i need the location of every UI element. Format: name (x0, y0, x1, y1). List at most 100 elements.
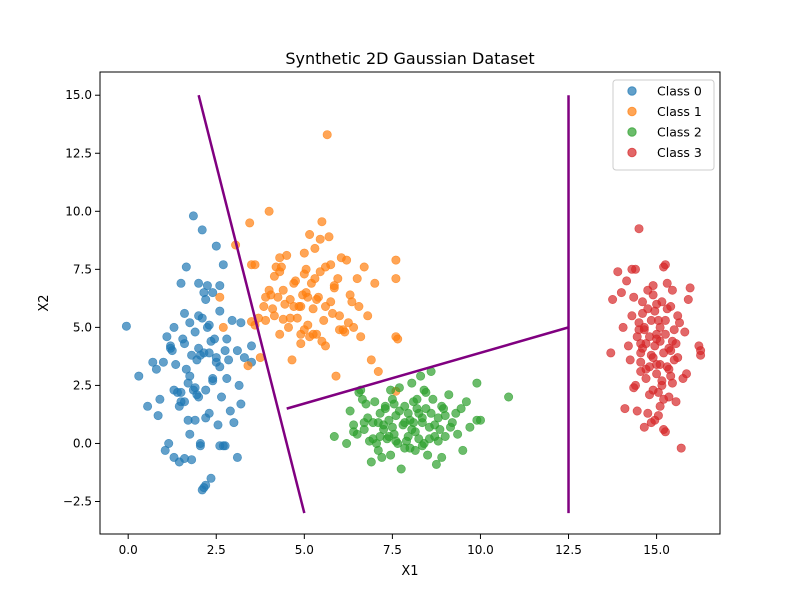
data-point (217, 392, 227, 402)
data-point (308, 329, 318, 339)
data-point (423, 450, 433, 460)
data-point (363, 311, 373, 321)
data-point (410, 445, 420, 455)
data-point (391, 255, 401, 265)
data-point (393, 334, 403, 344)
data-point (299, 248, 309, 258)
data-point (143, 401, 153, 411)
data-point (440, 431, 450, 441)
data-point (164, 438, 174, 448)
data-point (637, 297, 647, 307)
data-point (613, 267, 623, 277)
data-point (359, 418, 369, 428)
data-point (664, 364, 674, 374)
data-point (166, 343, 176, 353)
y-tick-label: −2.5 (63, 494, 92, 508)
series-3 (606, 224, 706, 453)
data-point (643, 408, 653, 418)
data-point (440, 411, 450, 421)
data-point (259, 301, 269, 311)
data-point (666, 346, 676, 356)
data-point (171, 359, 181, 369)
data-point (215, 441, 225, 451)
data-point (681, 369, 691, 379)
data-point (475, 415, 485, 425)
data-point (296, 329, 306, 339)
x-tick-label: 0.0 (119, 543, 138, 557)
data-point (264, 206, 274, 216)
data-point (303, 292, 313, 302)
data-point (215, 281, 225, 291)
data-point (190, 383, 200, 393)
data-point (375, 431, 385, 441)
data-point (227, 315, 237, 325)
data-point (396, 464, 406, 474)
data-point (458, 445, 468, 455)
data-point (180, 308, 190, 318)
data-point (354, 301, 364, 311)
data-point (247, 341, 257, 351)
data-point (239, 353, 249, 363)
data-point (504, 392, 514, 402)
data-point (222, 373, 232, 383)
data-point (194, 311, 204, 321)
data-point (151, 364, 161, 374)
data-point (685, 283, 695, 293)
data-point (683, 294, 693, 304)
data-point (424, 434, 434, 444)
data-point (289, 301, 299, 311)
data-point (204, 348, 214, 358)
data-point (394, 406, 404, 416)
data-point (153, 411, 163, 421)
data-point (334, 325, 344, 335)
data-point (211, 241, 221, 251)
data-point (676, 443, 686, 453)
series-2 (329, 366, 514, 474)
data-point (431, 459, 441, 469)
chart-title: Synthetic 2D Gaussian Dataset (285, 49, 534, 68)
data-point (305, 230, 315, 240)
y-tick-label: 10.0 (65, 204, 92, 218)
data-point (232, 346, 242, 356)
series-0 (121, 211, 257, 495)
data-point (236, 399, 246, 409)
data-point (243, 361, 253, 371)
data-point (386, 385, 396, 395)
data-point (275, 253, 285, 263)
data-point (201, 385, 211, 395)
data-point (283, 322, 293, 332)
data-point (680, 327, 690, 337)
data-point (627, 311, 637, 321)
data-point (310, 243, 320, 253)
data-point (331, 371, 341, 381)
data-point (208, 288, 218, 298)
data-point (405, 415, 415, 425)
data-point (185, 371, 195, 381)
data-point (180, 453, 190, 463)
y-tick-label: 15.0 (65, 88, 92, 102)
data-point (232, 452, 242, 462)
data-point (641, 373, 651, 383)
data-point (419, 385, 429, 395)
data-point (206, 336, 216, 346)
data-point (384, 431, 394, 441)
data-point (148, 357, 158, 367)
data-point (356, 332, 366, 342)
x-axis: 0.0 2.5 5.0 7.5 10.0 12.5 15.0 (119, 534, 670, 557)
x-axis-label: X1 (401, 564, 418, 579)
data-point (472, 378, 482, 388)
data-point (197, 225, 207, 235)
data-point (644, 362, 654, 372)
data-point (637, 308, 647, 318)
x-tick-label: 15.0 (643, 543, 670, 557)
data-point (636, 348, 646, 358)
data-point (630, 380, 640, 390)
data-point (606, 348, 616, 358)
y-tick-label: 5.0 (73, 320, 92, 334)
data-point (608, 294, 618, 304)
data-point (245, 218, 255, 228)
data-point (456, 404, 466, 414)
data-point (208, 373, 218, 383)
data-point (387, 422, 397, 432)
